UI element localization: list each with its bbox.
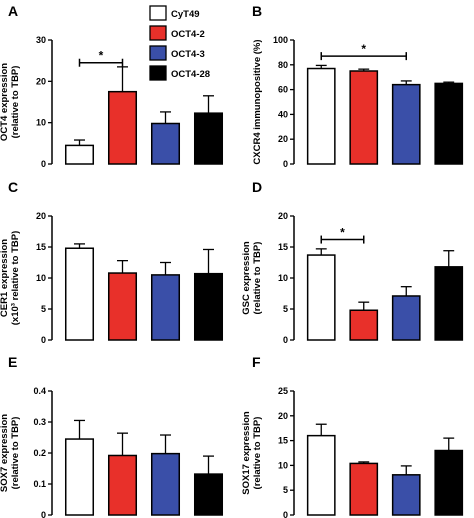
bar xyxy=(150,274,181,341)
panel-f: F 0 5 10 15 20 25 SOX17 expression (relative to … xyxy=(241,354,464,518)
bar xyxy=(64,247,95,341)
y-tick-label: 60 xyxy=(278,85,288,95)
legend-entry: OCT4-2 xyxy=(149,25,205,41)
legend-swatch xyxy=(149,25,167,41)
panel-letter: B xyxy=(252,3,262,19)
bar xyxy=(391,474,421,516)
y-tick-label: 0 xyxy=(283,159,288,169)
bar xyxy=(391,295,421,341)
legend-swatch xyxy=(149,65,167,81)
y-tick-label: 30 xyxy=(36,35,46,45)
bar xyxy=(349,309,379,341)
y-tick-label: 5 xyxy=(283,304,288,314)
y-tick-label: 20 xyxy=(278,134,288,144)
legend-swatch xyxy=(149,5,167,21)
y-tick-label: 0.4 xyxy=(33,386,46,396)
y-axis-label: SOX17 expression xyxy=(241,411,252,495)
bar xyxy=(434,449,464,516)
y-tick-label: 0 xyxy=(41,335,46,345)
y-tick-label: 20 xyxy=(278,411,288,421)
bar xyxy=(193,112,224,165)
y-axis-label: SOX7 expression xyxy=(0,414,10,492)
y-axis-label: (relative to TBP) xyxy=(252,242,263,315)
bar xyxy=(64,438,95,516)
y-tick-label: 10 xyxy=(278,273,288,283)
panel-a: A 0 10 20 30 OCT4 expression (relative to TBP)… xyxy=(0,3,224,169)
panel-d: D 0 5 10 15 20 GSC expression (relative to TBP)… xyxy=(241,179,464,345)
y-tick-label: 40 xyxy=(278,109,288,119)
panel-letter: A xyxy=(8,3,18,19)
bar xyxy=(193,272,224,341)
panel-c: C 0 5 10 15 20 CER1 expression (x10³ relative t… xyxy=(0,179,224,345)
y-tick-label: 5 xyxy=(41,304,46,314)
legend-label: OCT4-3 xyxy=(171,49,205,60)
y-tick-label: 15 xyxy=(278,436,288,446)
y-tick-label: 20 xyxy=(36,76,46,86)
legend-label: OCT4-28 xyxy=(171,69,210,80)
panel-e: E 0 0.1 0.2 0.3 0.4 SOX7 expression (relative t… xyxy=(0,354,224,518)
y-tick-label: 20 xyxy=(278,211,288,221)
legend-label: CyT49 xyxy=(171,9,200,20)
y-tick-label: 0 xyxy=(41,510,46,518)
bar xyxy=(306,434,336,516)
bar xyxy=(193,473,224,516)
legend-entry: CyT49 xyxy=(149,5,200,21)
y-tick-label: 0.1 xyxy=(33,479,46,489)
bar xyxy=(150,452,181,516)
bar xyxy=(306,254,336,341)
bar xyxy=(349,70,379,165)
y-tick-label: 20 xyxy=(36,211,46,221)
bar xyxy=(391,83,421,165)
bar xyxy=(107,454,138,516)
bar xyxy=(107,272,138,341)
bar xyxy=(64,144,95,165)
y-tick-label: 100 xyxy=(273,35,288,45)
bar xyxy=(150,122,181,165)
bar xyxy=(434,82,464,165)
y-axis-label: CER1 expression xyxy=(0,239,10,317)
significance-star: * xyxy=(99,49,104,63)
y-tick-label: 0.2 xyxy=(33,448,46,458)
y-axis-label: (x10³ relative to TBP) xyxy=(10,231,21,326)
y-axis-label: OCT4 expression xyxy=(0,63,10,141)
legend-entry: OCT4-28 xyxy=(149,65,210,81)
y-axis-label: (relative to TBP) xyxy=(10,66,21,139)
y-tick-label: 0 xyxy=(283,510,288,518)
y-axis-label: (relative to TBP) xyxy=(10,417,21,490)
y-tick-label: 15 xyxy=(278,242,288,252)
y-tick-label: 0.3 xyxy=(33,417,46,427)
y-tick-label: 5 xyxy=(283,485,288,495)
significance-star: * xyxy=(340,226,345,240)
bar xyxy=(306,67,336,165)
y-axis-label: CXCR4 immunopositive (%) xyxy=(252,39,263,164)
y-tick-label: 0 xyxy=(41,159,46,169)
y-tick-label: 10 xyxy=(278,460,288,470)
bar xyxy=(434,266,464,341)
legend-entry: OCT4-3 xyxy=(149,45,205,61)
y-tick-label: 80 xyxy=(278,60,288,70)
legend: CyT49 OCT4-2 OCT4-3 OCT4-28 xyxy=(149,5,210,81)
legend-label: OCT4-2 xyxy=(171,29,205,40)
y-tick-label: 25 xyxy=(278,386,288,396)
bar xyxy=(349,462,379,516)
y-tick-label: 0 xyxy=(283,335,288,345)
y-axis-label: (relative to TBP) xyxy=(252,417,263,490)
y-tick-label: 10 xyxy=(36,118,46,128)
y-tick-label: 15 xyxy=(36,242,46,252)
bar xyxy=(107,90,138,165)
y-axis-label: GSC expression xyxy=(241,241,252,315)
significance-star: * xyxy=(361,42,366,56)
panel-letter: D xyxy=(252,179,262,195)
panel-b: B 0 20 40 60 80 100 CXCR4 immunopositive (%) * xyxy=(252,3,464,169)
y-tick-label: 10 xyxy=(36,273,46,283)
panel-letter: E xyxy=(8,354,17,370)
legend-swatch xyxy=(149,45,167,61)
panel-letter: F xyxy=(252,354,261,370)
panel-letter: C xyxy=(8,179,18,195)
